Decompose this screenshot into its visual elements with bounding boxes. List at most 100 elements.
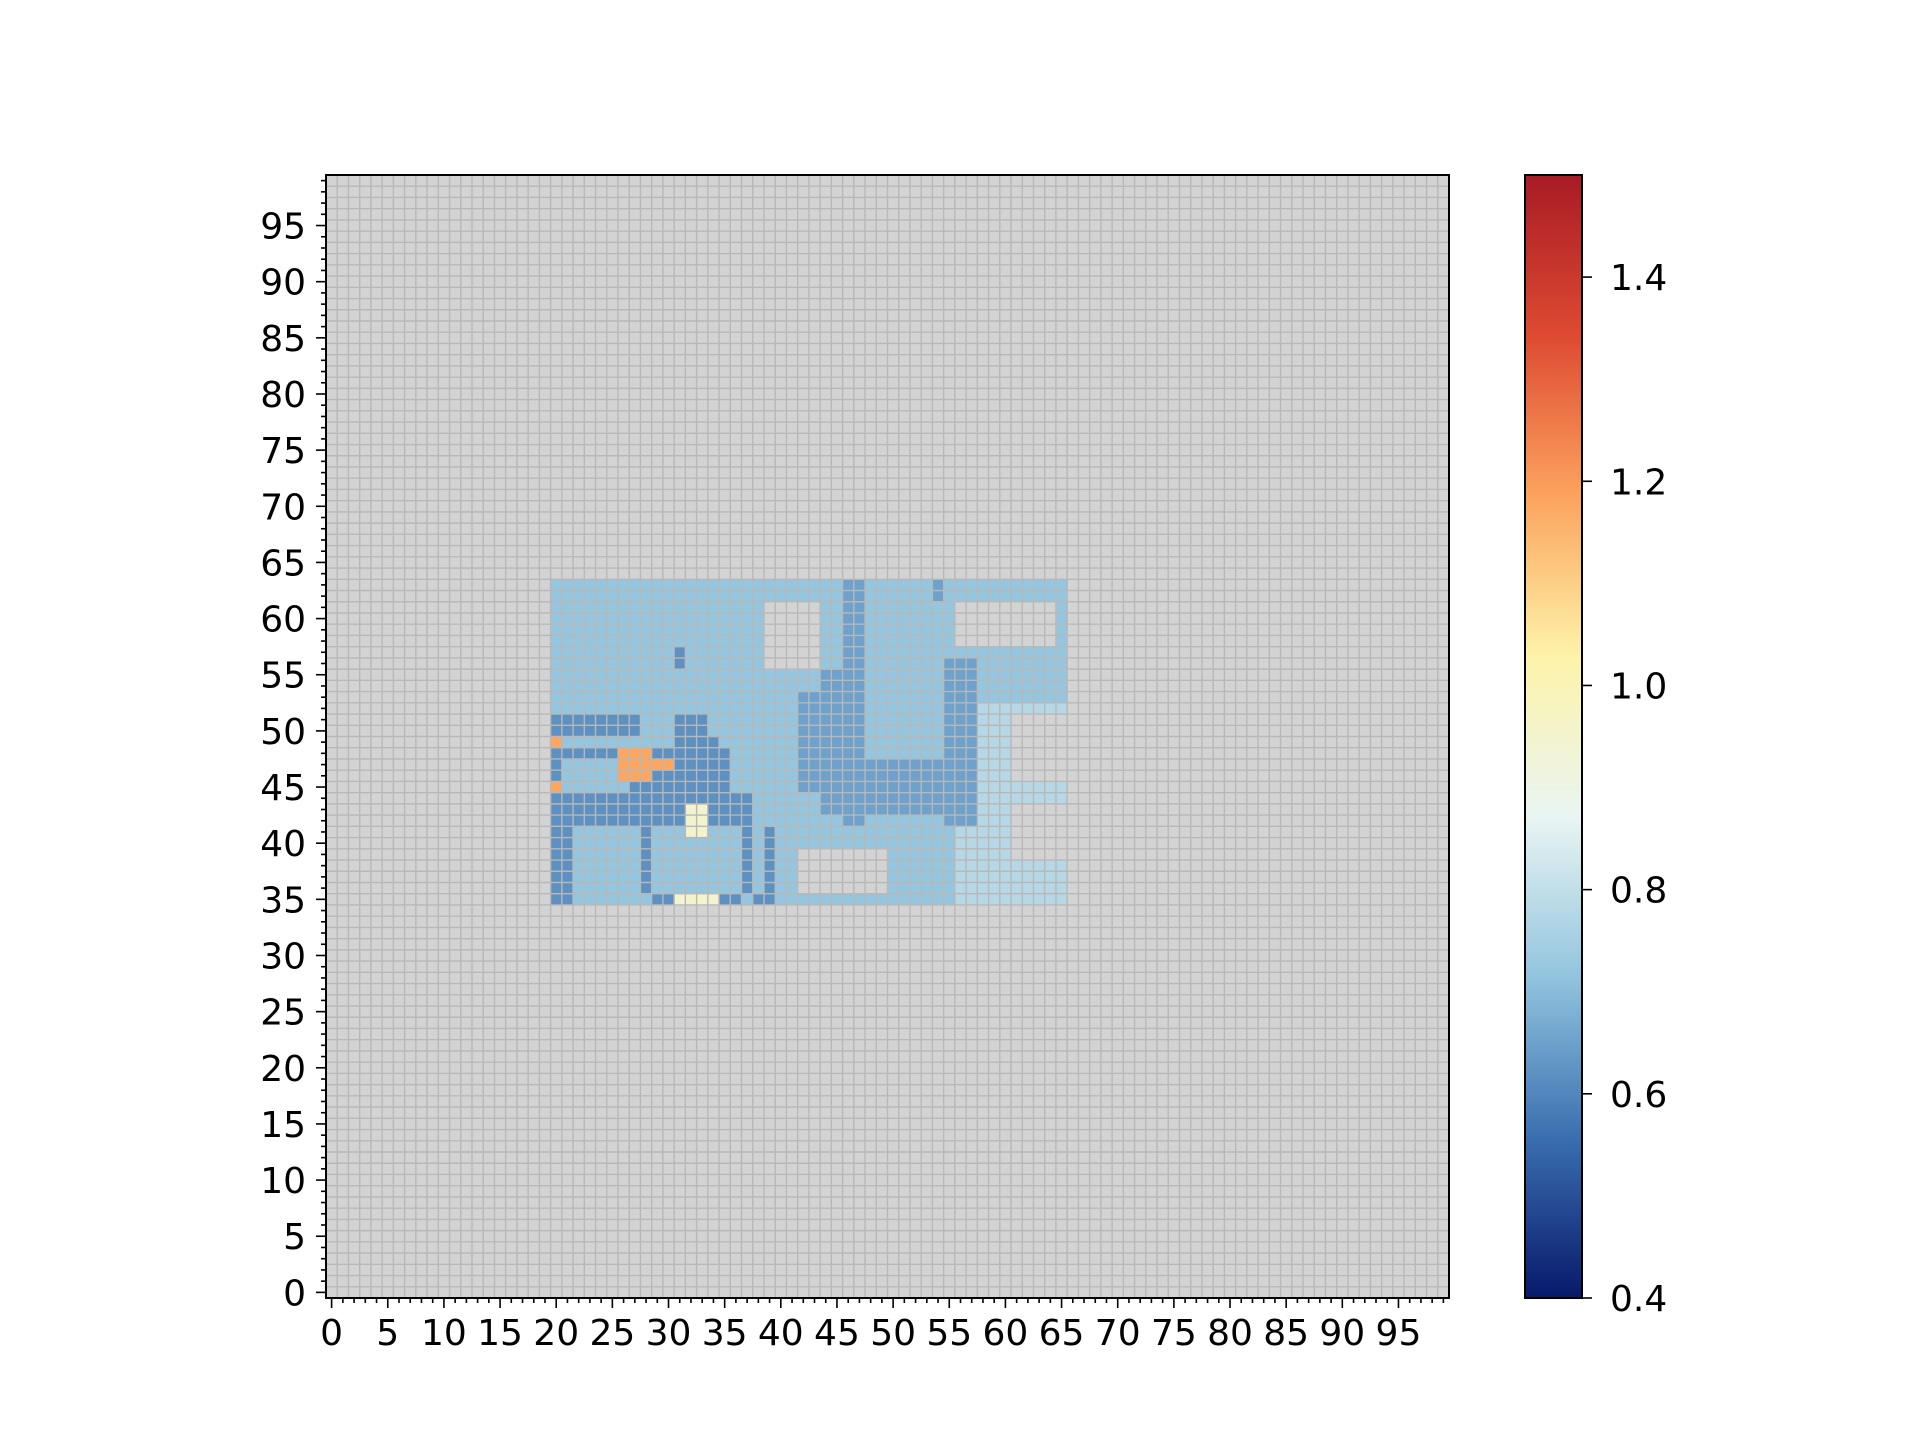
heatmap-cell [842,669,855,681]
heatmap-cell [898,815,911,827]
heatmap-cell [573,758,585,771]
y-tick-label: 10 [260,1161,306,1202]
heatmap-cell [640,747,653,760]
heatmap-cell [797,590,810,603]
heatmap-cell [662,725,675,737]
heatmap-cell [775,702,787,715]
heatmap-cell [595,860,608,872]
heatmap-cell [898,770,911,782]
heatmap-cell [640,871,653,883]
heatmap-cell [943,893,956,906]
heatmap-cell [707,702,720,715]
heatmap-cell [606,893,619,906]
heatmap-cell [1033,590,1046,603]
heatmap-cell [932,669,945,681]
heatmap-cell [573,624,585,636]
heatmap-cell [719,871,731,883]
heatmap-cell [865,646,877,659]
heatmap-cell [741,646,754,659]
heatmap-cell [853,646,866,659]
heatmap-cell [696,837,709,850]
heatmap-cell [1011,657,1023,670]
heatmap-cell [966,826,978,838]
heatmap-cell [932,837,945,850]
heatmap-cell [662,848,675,861]
heatmap-cell [640,815,653,827]
heatmap-cell [763,815,776,827]
heatmap-cell [707,871,720,883]
heatmap-cell [752,871,765,883]
heatmap-cell [808,781,821,794]
heatmap-cell [786,579,799,591]
heatmap-cell [763,848,776,861]
heatmap-cell [786,837,799,850]
x-tick-label: 65 [1039,1313,1085,1354]
heatmap-cell [741,635,754,648]
heatmap-cell [977,646,989,659]
heatmap-cell [977,815,989,827]
heatmap-cell [943,579,956,591]
heatmap-cell [651,691,664,704]
heatmap-cell [1055,601,1068,614]
heatmap-cell [752,848,765,861]
heatmap-cell [651,612,664,625]
heatmap-cell [629,691,641,704]
heatmap-cell [954,680,967,692]
heatmap-cell [887,714,900,726]
heatmap-cell [763,714,776,726]
heatmap-cell [662,691,675,704]
heatmap-cell [831,624,843,636]
heatmap-cell [921,758,933,771]
heatmap-cell [820,680,832,692]
heatmap-cell [876,601,888,614]
heatmap-cell [595,826,608,838]
heatmap-cell [629,669,641,681]
heatmap-cell [1022,646,1034,659]
heatmap-cell [943,725,956,737]
heatmap-cell [865,590,877,603]
heatmap-cell [820,657,832,670]
heatmap-cell [595,601,608,614]
heatmap-cell [1022,680,1034,692]
heatmap-cell [943,691,956,704]
heatmap-cell [1022,860,1034,872]
heatmap-cell [584,669,596,681]
heatmap-cell [584,725,596,737]
heatmap-cell [966,590,978,603]
heatmap-cell [988,848,1001,861]
heatmap-cell [966,882,978,895]
heatmap-cell [685,848,697,861]
heatmap-cell [674,848,686,861]
heatmap-cell [741,826,754,838]
heatmap-cell [763,691,776,704]
heatmap-cell [797,669,810,681]
heatmap-cell [943,848,956,861]
heatmap-cell [685,781,697,794]
heatmap-cell [696,590,709,603]
heatmap-cell [730,669,742,681]
heatmap-cell [561,669,574,681]
heatmap-cell [617,893,630,906]
heatmap-cell [561,736,574,749]
heatmap-cell [820,579,832,591]
heatmap-cell [977,803,989,816]
heatmap-cell [550,646,563,659]
heatmap-cell [1044,860,1057,872]
heatmap-cell [741,680,754,692]
heatmap-cell [977,770,989,782]
grid-lines [326,175,1449,1298]
heatmap-cell [674,691,686,704]
x-tick-label: 30 [646,1313,692,1354]
heatmap-cell [730,770,742,782]
heatmap-cell [707,736,720,749]
heatmap-cell [977,680,989,692]
heatmap-cell [988,792,1001,805]
heatmap-cell [876,702,888,715]
x-tick-label: 95 [1376,1313,1422,1354]
heatmap-cell [977,736,989,749]
heatmap-cell [763,770,776,782]
heatmap-cell [651,871,664,883]
heatmap-cell [752,612,765,625]
heatmap-cell [898,590,911,603]
heatmap-cell [595,815,608,827]
